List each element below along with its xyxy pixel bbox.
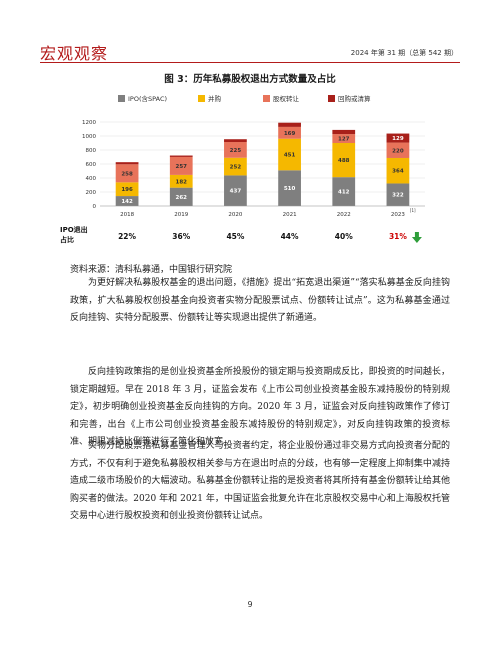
figure-title: 图 3：历年私募股权退出方式数量及占比	[164, 74, 336, 85]
bar-segment	[332, 129, 356, 135]
bar-segment	[278, 138, 301, 171]
data-label: 262	[176, 195, 188, 201]
data-label: 220	[392, 148, 404, 154]
bar-segment	[386, 142, 410, 158]
x-tick-label: 2022	[337, 212, 351, 218]
bar-segment	[115, 182, 139, 197]
bar-segment	[115, 162, 139, 165]
data-label: 364	[392, 169, 404, 175]
bar-segment	[224, 139, 247, 143]
bar-segment	[224, 175, 247, 206]
x-tick-label: 2023	[391, 212, 405, 218]
bar-segment	[278, 122, 301, 127]
issue-info: 2024 年第 31 期（总第 542 期）	[350, 49, 458, 57]
ratio-value: 45%	[226, 232, 244, 241]
y-tick-label: 1200	[82, 120, 96, 126]
bar-segment	[115, 164, 139, 183]
bar-segment	[169, 187, 193, 206]
legend-swatch	[328, 95, 335, 102]
bar-segment	[224, 157, 247, 176]
data-label: 258	[121, 171, 133, 177]
ratio-value: 22%	[118, 232, 136, 241]
ratio-label: IPO退出	[60, 225, 88, 234]
paragraph-2: 反向挂钩政策指的是创业投资基金所投股份的锁定期与投资期成反比，即投资的时间越长，…	[70, 367, 450, 447]
x-tick-label: 2020	[228, 212, 242, 218]
bar-segment	[278, 170, 301, 206]
bar-segment	[386, 157, 410, 184]
ratio-value: 44%	[281, 232, 299, 241]
x-tick-note: [1]	[410, 208, 416, 213]
y-tick-label: 0	[93, 204, 97, 210]
legend-swatch	[118, 95, 125, 102]
x-tick-label: 2019	[174, 212, 188, 218]
y-tick-label: 1000	[82, 134, 96, 140]
page-header: 宏观观察 2024 年第 31 期（总第 542 期）	[0, 0, 500, 63]
data-label: 252	[230, 165, 242, 171]
ratio-label-2: 占比	[60, 235, 74, 244]
data-label: 451	[284, 153, 296, 159]
data-label: 488	[338, 158, 350, 164]
bar-segment	[169, 174, 193, 188]
data-label: 127	[338, 137, 350, 143]
paragraph-3: 实物分配股票指私募基金管理人与投资者约定，将企业股份通过非交易方式向投资者分配的…	[70, 441, 450, 521]
ratio-value: 36%	[172, 232, 190, 241]
x-tick-label: 2021	[283, 212, 297, 218]
legend-label: 并购	[208, 94, 222, 103]
brand-title: 宏观观察	[40, 44, 109, 63]
bar-segment	[332, 177, 356, 206]
y-tick-label: 200	[86, 190, 97, 196]
legend-label: 股权转让	[273, 94, 300, 103]
page-number: 9	[247, 600, 253, 609]
y-tick-label: 400	[86, 176, 97, 182]
bar-segment	[224, 142, 247, 158]
bar-segment	[169, 156, 193, 175]
bar-segment	[169, 155, 193, 157]
ratio-value: 40%	[335, 232, 353, 241]
legend-swatch	[263, 95, 270, 102]
bar-segment	[386, 133, 410, 143]
data-label: 510	[284, 186, 296, 192]
bar-segment	[278, 126, 301, 139]
data-label: 257	[176, 164, 188, 170]
legend-label: IPO(含SPAC)	[128, 94, 167, 103]
data-label: 412	[338, 190, 350, 196]
bar-segment	[115, 196, 139, 206]
data-label: 322	[392, 193, 404, 199]
legend-label: 回购或清算	[338, 94, 371, 103]
data-label: 437	[230, 189, 242, 195]
paragraph-1: 为更好解决私募股权基金的退出问题，《措施》提出“拓宽退出渠道”“落实私募基金反向…	[70, 278, 450, 323]
data-label: 129	[392, 136, 404, 142]
bar-segment	[332, 143, 356, 178]
header-divider	[40, 62, 460, 63]
ratio-value: 31%	[389, 232, 407, 241]
data-label: 169	[284, 131, 296, 137]
data-label: 196	[121, 187, 133, 193]
bar-segment	[386, 183, 410, 206]
stacked-bar-chart: 0 200 400 600 800 1000 1200 142 196 258 2018 262 182…	[60, 94, 425, 244]
legend-swatch	[198, 95, 205, 102]
data-label: 225	[230, 148, 242, 154]
x-tick-label: 2018	[120, 212, 134, 218]
bar-segment	[332, 134, 356, 143]
y-tick-label: 600	[86, 162, 97, 168]
down-arrow-icon	[411, 232, 422, 243]
data-label: 182	[176, 179, 188, 185]
data-label: 142	[121, 199, 133, 205]
y-tick-label: 800	[86, 148, 97, 154]
source-note: 资料来源：清科私募通，中国银行研究院	[70, 265, 233, 275]
